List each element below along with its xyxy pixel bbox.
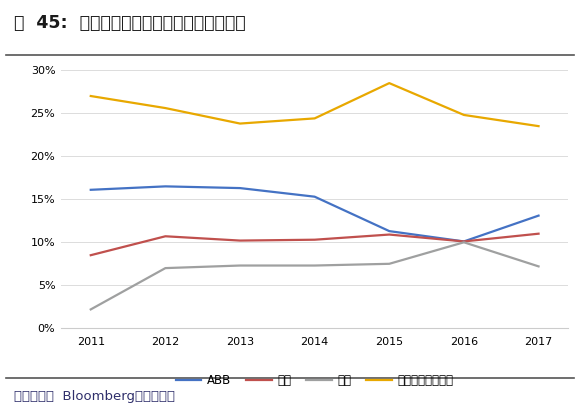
发那科（净利率） [87,93,94,98]
Text: 数据来源：  Bloomberg，东北证券: 数据来源： Bloomberg，东北证券 [14,390,176,403]
Line: 安川: 安川 [90,242,539,309]
安川 [311,263,318,268]
安川 [87,307,94,312]
ABB [311,194,318,199]
发那科（净利率） [162,106,169,111]
发那科（净利率） [535,123,542,128]
发那科（净利率） [311,116,318,121]
库卡 [311,237,318,242]
Line: 发那科（净利率）: 发那科（净利率） [90,83,539,126]
安川 [162,266,169,271]
ABB [87,188,94,192]
安川 [535,264,542,269]
库卡 [237,238,244,243]
发那科（净利率） [461,112,467,117]
Text: 图  45:  四大家族机器人业务营业利润率对比: 图 45: 四大家族机器人业务营业利润率对比 [14,14,246,32]
库卡 [87,253,94,258]
发那科（净利率） [386,81,393,85]
安川 [461,240,467,245]
Line: ABB: ABB [90,186,539,242]
库卡 [162,234,169,239]
库卡 [386,232,393,237]
ABB [162,184,169,189]
安川 [237,263,244,268]
Legend: ABB, 库卡, 安川, 发那科（净利率）: ABB, 库卡, 安川, 发那科（净利率） [176,374,454,387]
ABB [461,239,467,244]
ABB [386,229,393,234]
ABB [237,185,244,190]
库卡 [461,239,467,244]
ABB [535,213,542,218]
安川 [386,261,393,266]
发那科（净利率） [237,121,244,126]
库卡 [535,231,542,236]
Line: 库卡: 库卡 [90,234,539,255]
